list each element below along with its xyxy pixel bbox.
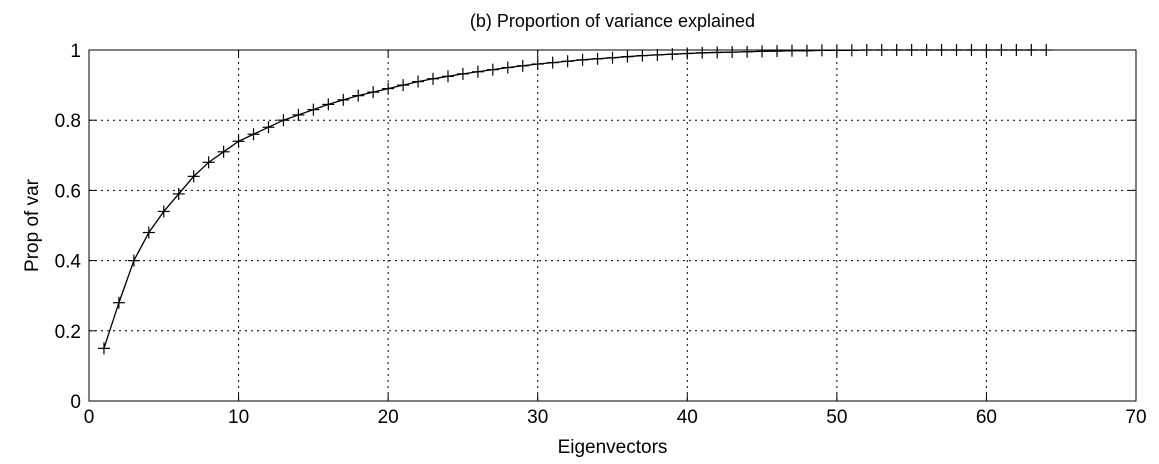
data-point-marker	[815, 44, 828, 57]
data-point-marker	[382, 82, 395, 95]
data-point-marker	[980, 44, 993, 56]
data-point-marker	[606, 51, 619, 64]
x-tick-label: 0	[84, 407, 95, 428]
data-point-marker	[890, 44, 903, 56]
axis-ticks: 0 10 20 30 40 50 60 70 0 0.2 0.4 0.6 0.8 1	[55, 41, 1147, 428]
y-tick-label: 0	[70, 392, 81, 413]
data-point-marker	[471, 65, 484, 78]
x-tick-label: 10	[228, 407, 249, 428]
data-point-marker	[412, 75, 425, 88]
data-point-marker	[277, 114, 290, 127]
grid	[89, 49, 1136, 401]
data-point-marker	[247, 128, 260, 141]
data-point-marker	[172, 187, 185, 200]
data-point-marker	[262, 121, 275, 134]
series-line	[103, 49, 1047, 349]
data-point-marker	[845, 44, 858, 57]
data-point-marker	[427, 72, 440, 85]
data-point-marker	[576, 53, 589, 66]
data-point-marker	[531, 58, 544, 71]
data-point-marker	[352, 89, 365, 102]
data-point-marker	[1040, 44, 1053, 56]
data-point-marker	[726, 46, 739, 59]
data-point-marker	[127, 254, 140, 267]
data-point-marker	[830, 44, 843, 57]
data-point-marker	[681, 47, 694, 60]
data-point-marker	[741, 45, 754, 58]
data-point-marker	[591, 52, 604, 65]
y-tick-label: 0.6	[55, 181, 81, 202]
data-point-marker	[367, 86, 380, 99]
data-point-marker	[1010, 44, 1023, 56]
data-point-marker	[965, 44, 978, 56]
x-tick-label: 60	[976, 407, 997, 428]
data-point-marker	[636, 49, 649, 62]
data-point-marker	[1025, 44, 1038, 56]
data-point-marker	[337, 93, 350, 106]
data-point-marker	[800, 44, 813, 57]
data-point-marker	[935, 44, 948, 56]
x-tick-label: 50	[826, 407, 847, 428]
data-point-marker	[711, 46, 724, 59]
data-point-marker	[621, 50, 634, 63]
data-point-marker	[486, 63, 499, 76]
data-point-marker	[950, 44, 963, 56]
data-point-marker	[516, 59, 529, 72]
y-tick-label: 0.8	[55, 111, 81, 132]
data-series	[97, 44, 1053, 355]
data-point-marker	[501, 61, 514, 74]
data-point-marker	[785, 44, 798, 57]
y-tick-label: 1	[70, 41, 81, 62]
y-tick-label: 0.4	[55, 252, 82, 273]
data-point-marker	[322, 98, 335, 111]
x-tick-label: 20	[378, 407, 399, 428]
data-point-marker	[97, 342, 110, 355]
data-point-marker	[875, 44, 888, 56]
plot-frame	[88, 49, 1137, 402]
data-point-marker	[456, 67, 469, 80]
data-point-marker	[217, 145, 230, 158]
data-point-marker	[905, 44, 918, 56]
x-tick-label: 30	[527, 407, 548, 428]
data-point-marker	[920, 44, 933, 56]
data-point-marker	[696, 46, 709, 59]
data-point-marker	[307, 103, 320, 116]
data-point-marker	[112, 296, 125, 309]
data-point-marker	[995, 44, 1008, 56]
data-point-marker	[771, 45, 784, 58]
data-point-marker	[142, 226, 155, 239]
data-point-marker	[441, 70, 454, 83]
data-point-marker	[860, 44, 873, 56]
data-point-marker	[546, 56, 559, 69]
data-point-marker	[202, 156, 215, 169]
data-point-marker	[157, 205, 170, 218]
data-point-marker	[651, 48, 664, 61]
x-tick-label: 70	[1125, 407, 1146, 428]
data-point-marker	[756, 45, 769, 58]
data-point-marker	[561, 55, 574, 68]
chart-title: (b) Proportion of variance explained	[470, 11, 755, 31]
y-tick-label: 0.2	[55, 322, 81, 343]
data-point-marker	[292, 108, 305, 121]
x-tick-label: 40	[677, 407, 698, 428]
data-point-marker	[666, 48, 679, 61]
data-point-marker	[232, 135, 245, 148]
y-axis-label: Prop of var	[22, 178, 43, 272]
x-axis-label: Eigenvectors	[558, 437, 668, 458]
data-point-marker	[397, 79, 410, 92]
data-point-marker	[187, 170, 200, 183]
